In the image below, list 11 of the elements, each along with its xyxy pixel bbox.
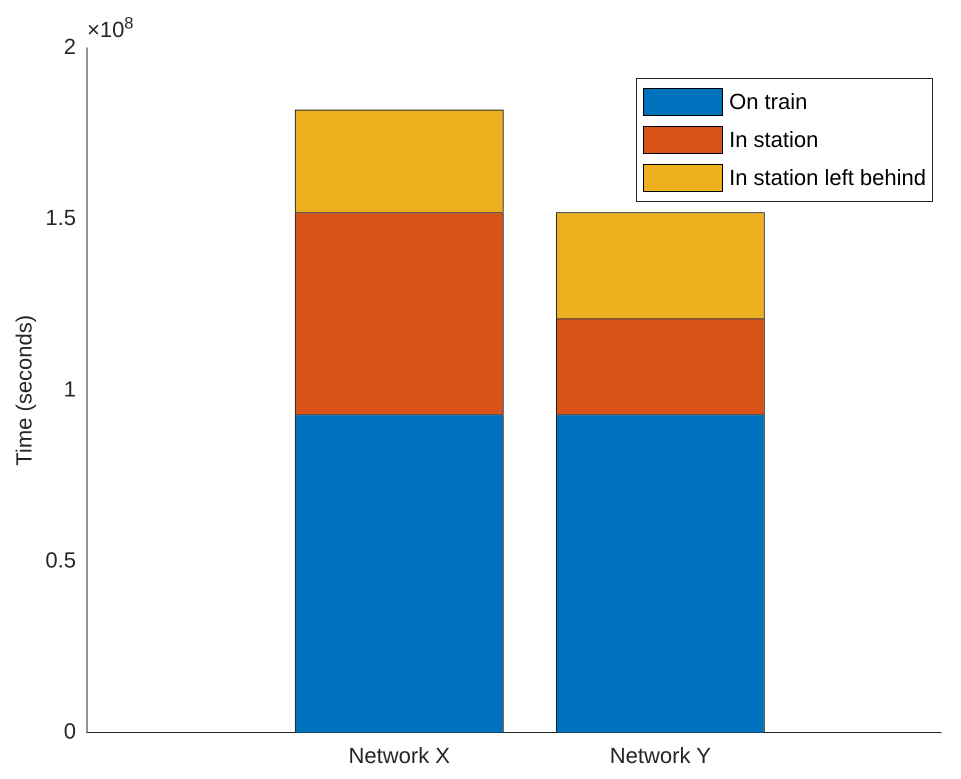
y-tick-label: 0.5 — [45, 548, 76, 573]
y-tick-label: 2 — [64, 34, 76, 60]
legend-label: In station left behind — [729, 165, 926, 191]
x-tick-label: Network Y — [610, 742, 712, 768]
y-axis-title: Time (seconds) — [11, 314, 36, 466]
y-tick-label: 1 — [64, 376, 76, 402]
legend-label: In station — [729, 127, 818, 153]
x-tick-label: Network X — [348, 742, 450, 768]
y-tick-label: 1.5 — [45, 205, 76, 230]
legend-label: On train — [729, 89, 808, 115]
y-tick-label: 0 — [64, 718, 76, 744]
